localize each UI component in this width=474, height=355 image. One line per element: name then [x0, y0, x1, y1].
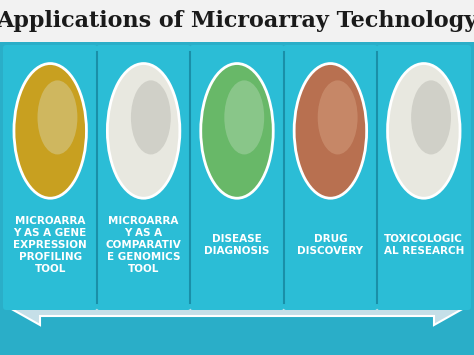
Ellipse shape: [131, 80, 171, 154]
Polygon shape: [8, 289, 466, 325]
Bar: [0, 0, 474, 42]
Ellipse shape: [107, 64, 180, 198]
FancyBboxPatch shape: [283, 45, 378, 310]
Ellipse shape: [37, 80, 77, 154]
Ellipse shape: [294, 64, 367, 198]
Text: MICROARRA
Y AS A
COMPARATIV
E GENOMICS
TOOL: MICROARRA Y AS A COMPARATIV E GENOMICS T…: [106, 216, 182, 274]
FancyBboxPatch shape: [377, 45, 471, 310]
FancyBboxPatch shape: [3, 45, 97, 310]
Ellipse shape: [411, 80, 451, 154]
Ellipse shape: [224, 80, 264, 154]
Bar: [0, 42, 474, 355]
Text: MICROARRA
Y AS A GENE
EXPRESSION
PROFILING
TOOL: MICROARRA Y AS A GENE EXPRESSION PROFILI…: [13, 216, 87, 274]
Text: DRUG
DISCOVERY: DRUG DISCOVERY: [297, 234, 364, 256]
Ellipse shape: [201, 64, 273, 198]
Ellipse shape: [318, 80, 357, 154]
Text: DISEASE
DIAGNOSIS: DISEASE DIAGNOSIS: [204, 234, 270, 256]
Ellipse shape: [14, 64, 86, 198]
FancyBboxPatch shape: [96, 45, 191, 310]
Text: Applications of Microarray Technology: Applications of Microarray Technology: [0, 10, 474, 32]
Ellipse shape: [388, 64, 460, 198]
Text: TOXICOLOGIC
AL RESEARCH: TOXICOLOGIC AL RESEARCH: [383, 234, 464, 256]
FancyBboxPatch shape: [190, 45, 284, 310]
